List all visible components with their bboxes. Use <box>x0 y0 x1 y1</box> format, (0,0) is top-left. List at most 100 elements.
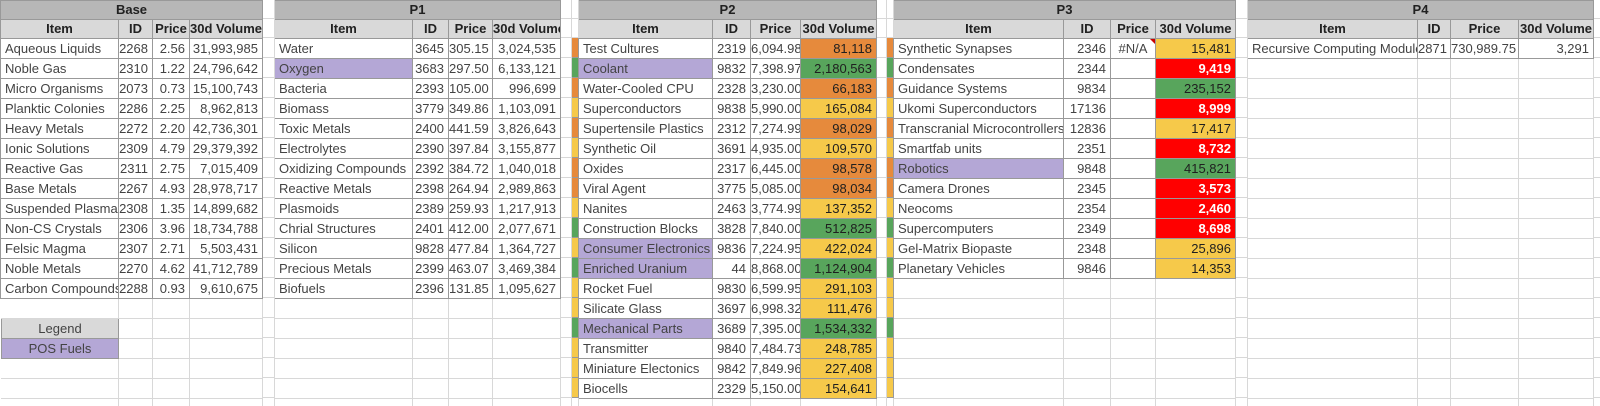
grid-cell[interactable] <box>263 398 275 406</box>
column-header-item[interactable]: Item <box>894 20 1064 39</box>
grid-cell[interactable] <box>1064 359 1111 379</box>
cell-item[interactable]: Superconductors <box>579 99 713 119</box>
cell-price[interactable]: 297.50 <box>449 59 493 79</box>
grid-cell[interactable] <box>1418 379 1451 399</box>
cell-volume[interactable]: 41,712,789 <box>190 259 263 279</box>
grid-cell[interactable] <box>413 319 449 339</box>
grid-cell[interactable] <box>1248 139 1418 159</box>
grid-cell[interactable] <box>877 278 887 298</box>
strip-cell[interactable] <box>572 278 579 298</box>
grid-cell[interactable] <box>1451 139 1519 159</box>
grid-cell[interactable] <box>1451 399 1519 406</box>
column-header-volume[interactable]: 30d Volume <box>493 20 561 39</box>
grid-cell[interactable] <box>561 19 572 38</box>
cell-id[interactable]: 2308 <box>119 199 153 219</box>
cell-volume[interactable]: 2,180,563 <box>801 59 877 79</box>
grid-cell[interactable] <box>1418 259 1451 279</box>
cell-id[interactable]: 3779 <box>413 99 449 119</box>
cell-id[interactable]: 2396 <box>413 279 449 299</box>
group-header[interactable]: Base <box>1 1 263 20</box>
cell-item[interactable]: Rocket Fuel <box>579 279 713 299</box>
grid-cell[interactable] <box>119 299 153 319</box>
cell-item[interactable]: Recursive Computing Module <box>1248 39 1418 59</box>
grid-cell[interactable] <box>1418 319 1451 339</box>
grid-cell[interactable] <box>1156 339 1236 359</box>
grid-cell[interactable] <box>877 198 887 218</box>
grid-cell[interactable] <box>263 38 275 58</box>
grid-cell[interactable] <box>713 399 751 406</box>
cell-item[interactable]: Non-CS Crystals <box>1 219 119 239</box>
column-header-item[interactable]: Item <box>579 20 713 39</box>
grid-cell[interactable] <box>1418 239 1451 259</box>
grid-cell[interactable] <box>877 19 887 38</box>
cell-id[interactable]: 3689 <box>713 319 751 339</box>
cell-id[interactable]: 9828 <box>413 239 449 259</box>
grid-cell[interactable] <box>1519 179 1594 199</box>
grid-cell[interactable] <box>1418 279 1451 299</box>
grid-cell[interactable] <box>877 58 887 78</box>
grid-cell[interactable] <box>493 319 561 339</box>
grid-cell[interactable] <box>877 38 887 58</box>
grid-cell[interactable] <box>1111 359 1156 379</box>
grid-cell[interactable] <box>153 299 190 319</box>
column-header-volume[interactable]: 30d Volume <box>1519 20 1594 39</box>
grid-cell[interactable] <box>263 0 275 19</box>
grid-cell[interactable] <box>1451 339 1519 359</box>
grid-cell[interactable] <box>1064 319 1111 339</box>
cell-id[interactable]: 2401 <box>413 219 449 239</box>
cell-price[interactable]: 384.72 <box>449 159 493 179</box>
grid-cell[interactable] <box>1594 38 1600 58</box>
column-header-id[interactable]: ID <box>1064 20 1111 39</box>
grid-cell[interactable] <box>561 158 572 178</box>
grid-cell[interactable] <box>1451 99 1519 119</box>
grid-cell[interactable] <box>1248 359 1418 379</box>
cell-item[interactable]: Transmitter <box>579 339 713 359</box>
grid-cell[interactable] <box>1236 218 1248 238</box>
grid-cell[interactable] <box>1519 359 1594 379</box>
grid-cell[interactable] <box>1451 159 1519 179</box>
cell-item[interactable]: Planetary Vehicles <box>894 259 1064 279</box>
cell-price[interactable]: 4.93 <box>153 179 190 199</box>
cell-id[interactable]: 2348 <box>1064 239 1111 259</box>
grid-cell[interactable] <box>493 359 561 379</box>
grid-cell[interactable] <box>1418 199 1451 219</box>
grid-cell[interactable] <box>1236 238 1248 258</box>
cell-volume[interactable]: 15,481 <box>1156 39 1236 59</box>
column-header-item[interactable]: Item <box>275 20 413 39</box>
grid-cell[interactable] <box>263 198 275 218</box>
grid-cell[interactable] <box>263 298 275 318</box>
grid-cell[interactable] <box>190 379 263 399</box>
cell-item[interactable]: Toxic Metals <box>275 119 413 139</box>
cell-id[interactable]: 2389 <box>413 199 449 219</box>
cell-id[interactable]: 2272 <box>119 119 153 139</box>
grid-cell[interactable] <box>1594 378 1600 398</box>
grid-cell[interactable] <box>894 339 1064 359</box>
column-header-id[interactable]: ID <box>413 20 449 39</box>
strip-cell[interactable] <box>887 358 894 378</box>
strip-cell[interactable] <box>572 58 579 78</box>
grid-cell[interactable] <box>561 78 572 98</box>
cell-item[interactable]: Plasmoids <box>275 199 413 219</box>
grid-cell[interactable] <box>1236 358 1248 378</box>
column-header-volume[interactable]: 30d Volume <box>801 20 877 39</box>
strip-cell[interactable] <box>572 158 579 178</box>
cell-item[interactable]: Silicon <box>275 239 413 259</box>
strip-cell[interactable] <box>887 118 894 138</box>
grid-cell[interactable] <box>119 379 153 399</box>
legend-header[interactable]: Legend <box>1 319 119 339</box>
strip-cell[interactable] <box>887 178 894 198</box>
cell-id[interactable]: 2270 <box>119 259 153 279</box>
cell-volume[interactable]: 137,352 <box>801 199 877 219</box>
cell-price[interactable]: 441.59 <box>449 119 493 139</box>
grid-cell[interactable] <box>1248 339 1418 359</box>
grid-cell[interactable] <box>493 379 561 399</box>
grid-cell[interactable] <box>263 78 275 98</box>
column-header-price[interactable]: Price <box>449 20 493 39</box>
grid-cell[interactable] <box>894 279 1064 299</box>
cell-volume[interactable]: 42,736,301 <box>190 119 263 139</box>
cell-item[interactable]: Chrial Structures <box>275 219 413 239</box>
grid-cell[interactable] <box>449 399 493 406</box>
cell-id[interactable]: 9840 <box>713 339 751 359</box>
grid-cell[interactable] <box>1418 79 1451 99</box>
grid-cell[interactable] <box>1418 219 1451 239</box>
